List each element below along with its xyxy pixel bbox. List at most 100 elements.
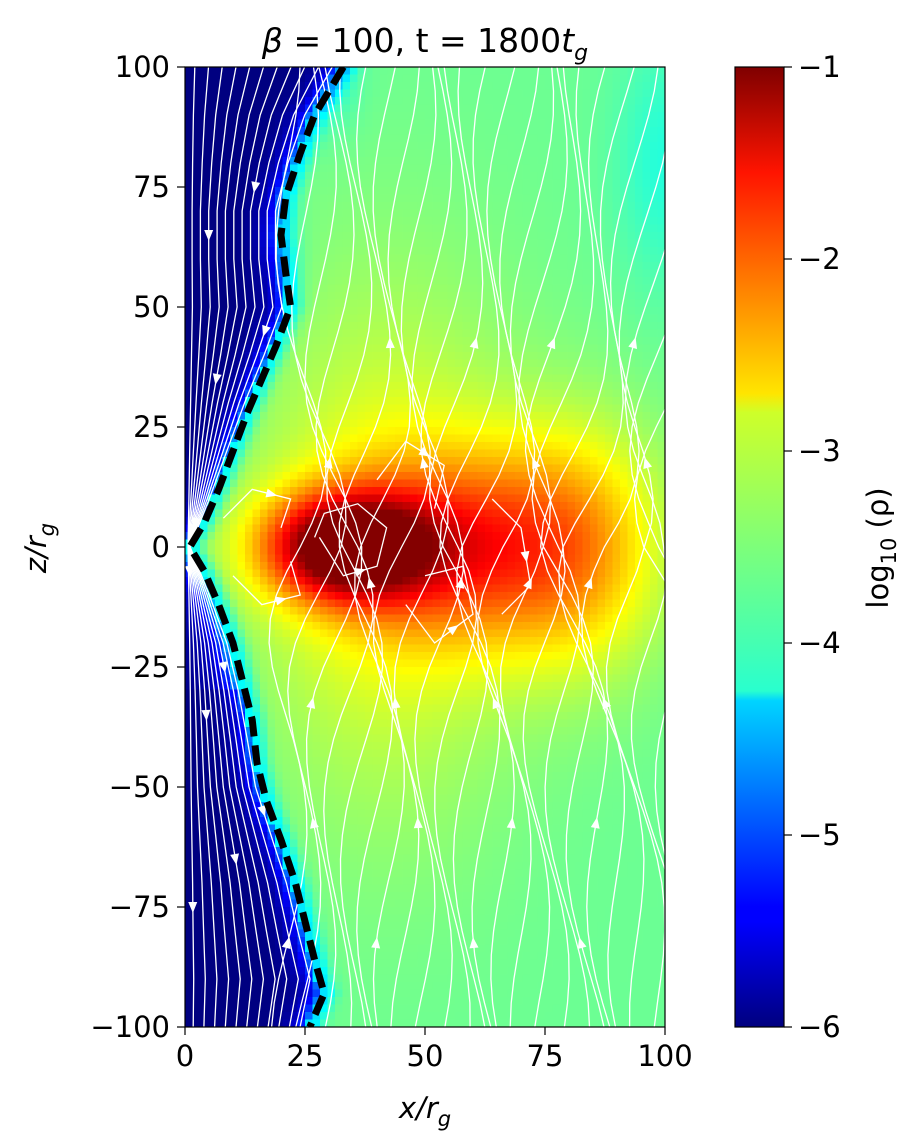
heatmap-cell	[357, 944, 366, 953]
heatmap-cell	[470, 472, 479, 481]
heatmap-cell	[447, 427, 456, 436]
heatmap-cell	[305, 299, 314, 308]
heatmap-cell	[200, 839, 209, 848]
heatmap-cell	[207, 982, 216, 991]
heatmap-cell	[267, 644, 276, 653]
heatmap-cell	[222, 719, 231, 728]
heatmap-cell	[260, 974, 269, 983]
heatmap-cell	[237, 479, 246, 488]
heatmap-cell	[402, 892, 411, 901]
heatmap-cell	[275, 629, 284, 638]
heatmap-cell	[432, 1019, 441, 1027]
heatmap-cell	[395, 997, 404, 1006]
heatmap-cell	[380, 637, 389, 646]
heatmap-cell	[252, 149, 261, 158]
heatmap-cell	[252, 884, 261, 893]
heatmap-cell	[305, 419, 314, 428]
heatmap-cell	[402, 127, 411, 136]
heatmap-cell	[207, 239, 216, 248]
heatmap-cell	[185, 959, 194, 968]
heatmap-cell	[350, 712, 359, 721]
heatmap-cell	[185, 217, 194, 226]
heatmap-cell	[260, 697, 269, 706]
heatmap-cell	[327, 82, 336, 91]
heatmap-cell	[290, 809, 299, 818]
heatmap-cell	[342, 764, 351, 773]
heatmap-cell	[410, 599, 419, 608]
heatmap-cell	[447, 734, 456, 743]
heatmap-cell	[350, 839, 359, 848]
heatmap-cell	[260, 442, 269, 451]
heatmap-cell	[192, 112, 201, 121]
heatmap-cell	[305, 412, 314, 421]
heatmap-cell	[267, 944, 276, 953]
heatmap-cell	[282, 667, 291, 676]
heatmap-cell	[282, 764, 291, 773]
heatmap-cell	[282, 449, 291, 458]
heatmap-cell	[380, 719, 389, 728]
heatmap-cell	[335, 412, 344, 421]
heatmap-cell	[237, 1004, 246, 1013]
heatmap-cell	[327, 232, 336, 241]
heatmap-cell	[462, 884, 471, 893]
heatmap-cell	[470, 727, 479, 736]
heatmap-cell	[282, 562, 291, 571]
heatmap-cell	[222, 599, 231, 608]
heatmap-cell	[245, 209, 254, 218]
heatmap-cell	[275, 922, 284, 931]
heatmap-cell	[275, 277, 284, 286]
heatmap-cell	[365, 419, 374, 428]
heatmap-cell	[297, 749, 306, 758]
heatmap-cell	[342, 809, 351, 818]
heatmap-cell	[350, 704, 359, 713]
heatmap-cell	[372, 209, 381, 218]
heatmap-cell	[192, 779, 201, 788]
heatmap-cell	[410, 97, 419, 106]
heatmap-cell	[215, 539, 224, 548]
heatmap-cell	[455, 644, 464, 653]
heatmap-cell	[357, 374, 366, 383]
heatmap-cell	[237, 929, 246, 938]
heatmap-cell	[380, 164, 389, 173]
heatmap-cell	[402, 509, 411, 518]
heatmap-cell	[365, 772, 374, 781]
heatmap-cell	[357, 247, 366, 256]
heatmap-cell	[357, 674, 366, 683]
heatmap-cell	[335, 389, 344, 398]
heatmap-cell	[215, 577, 224, 586]
heatmap-cell	[327, 719, 336, 728]
heatmap-cell	[237, 517, 246, 526]
heatmap-cell	[425, 757, 434, 766]
heatmap-cell	[290, 772, 299, 781]
heatmap-cell	[372, 749, 381, 758]
heatmap-cell	[327, 134, 336, 143]
heatmap-cell	[327, 442, 336, 451]
heatmap-cell	[335, 164, 344, 173]
heatmap-cell	[372, 502, 381, 511]
heatmap-cell	[425, 1004, 434, 1013]
heatmap-cell	[275, 959, 284, 968]
heatmap-cell	[245, 989, 254, 998]
heatmap-cell	[222, 434, 231, 443]
heatmap-cell	[267, 599, 276, 608]
heatmap-cell	[462, 547, 471, 556]
heatmap-cell	[432, 682, 441, 691]
heatmap-cell	[282, 719, 291, 728]
heatmap-cell	[215, 172, 224, 181]
heatmap-cell	[237, 82, 246, 91]
heatmap-cell	[282, 607, 291, 616]
heatmap-cell	[432, 127, 441, 136]
heatmap-cell	[387, 757, 396, 766]
heatmap-cell	[260, 464, 269, 473]
heatmap-cell	[432, 442, 441, 451]
heatmap-cell	[297, 817, 306, 826]
heatmap-cell	[425, 187, 434, 196]
heatmap-cell	[365, 1019, 374, 1027]
heatmap-cell	[342, 539, 351, 548]
heatmap-cell	[380, 494, 389, 503]
heatmap-cell	[440, 584, 449, 593]
heatmap-cell	[267, 989, 276, 998]
heatmap-cell	[245, 337, 254, 346]
heatmap-cell	[327, 149, 336, 158]
heatmap-cell	[312, 727, 321, 736]
